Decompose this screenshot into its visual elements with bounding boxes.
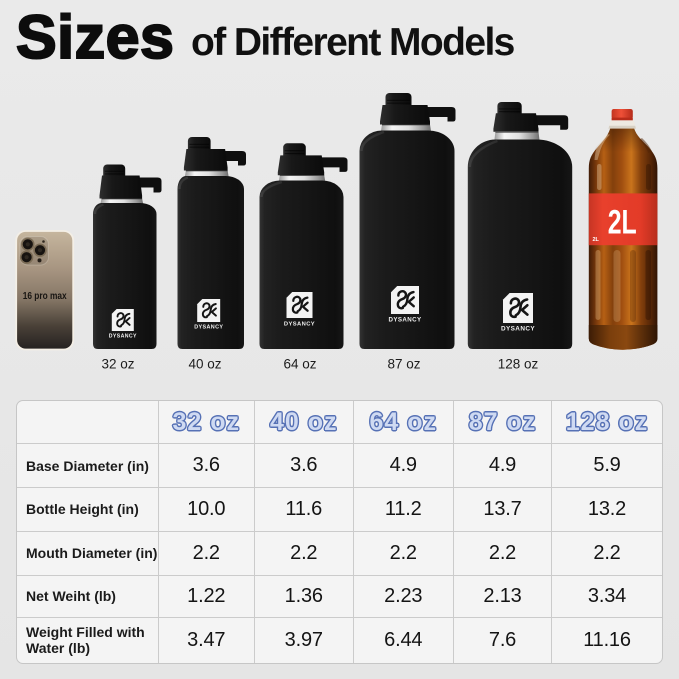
svg-text:64 oz: 64 oz [283,357,316,372]
svg-text:DYSANCY: DYSANCY [388,317,422,324]
svg-text:16 pro max: 16 pro max [23,290,67,302]
svg-text:2L: 2L [593,237,600,243]
svg-text:40 oz: 40 oz [188,357,221,372]
svg-text:DYSANCY: DYSANCY [284,322,315,328]
svg-text:DYSANCY: DYSANCY [109,334,137,340]
svg-text:87 oz: 87 oz [387,357,420,372]
svg-text:128 oz: 128 oz [498,357,539,372]
svg-text:32 oz: 32 oz [101,357,134,372]
svg-text:2L: 2L [608,204,637,242]
svg-text:DYSANCY: DYSANCY [194,325,223,331]
svg-text:DYSANCY: DYSANCY [501,326,535,333]
